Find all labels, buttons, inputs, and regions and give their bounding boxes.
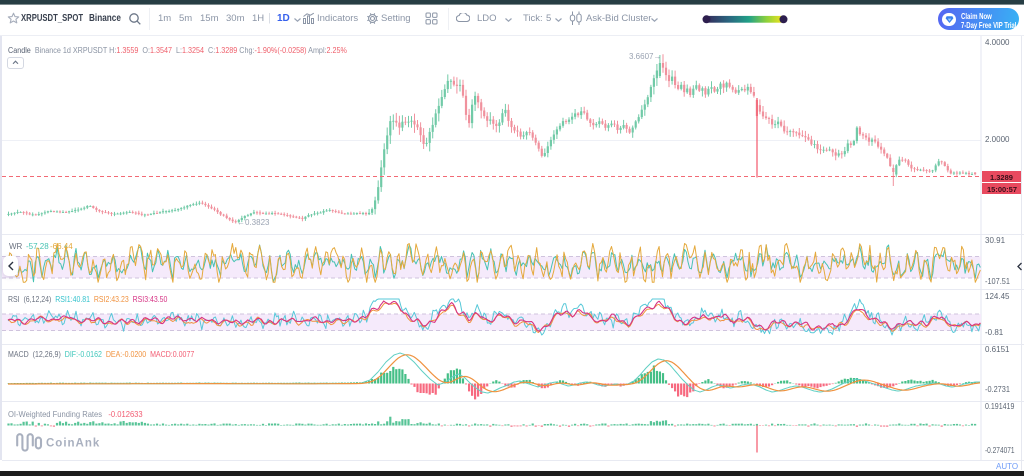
- svg-text:CoinAnk: CoinAnk: [46, 437, 100, 449]
